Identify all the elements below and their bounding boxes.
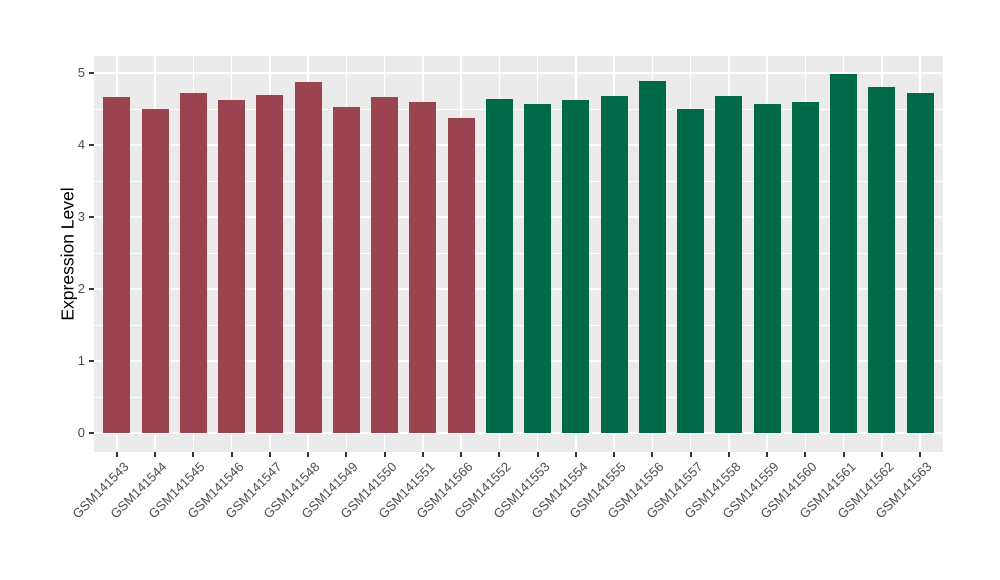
bar-GSM141546 <box>218 99 246 433</box>
bar-GSM141552 <box>485 98 513 433</box>
x-axis-tick <box>804 452 807 457</box>
bar-GSM141558 <box>715 96 743 433</box>
y-tick-label: 5 <box>77 65 85 80</box>
bar-GSM141547 <box>256 94 284 433</box>
y-axis-tick <box>89 288 94 290</box>
x-axis-tick <box>842 452 845 457</box>
y-axis-title: Expression Level <box>57 187 78 321</box>
bar-GSM141549 <box>332 106 360 433</box>
gridline-major-horizontal <box>94 72 943 74</box>
x-axis-tick <box>613 452 616 457</box>
gridline-major-horizontal <box>94 432 943 434</box>
bar-GSM141545 <box>179 93 207 433</box>
bar-GSM141561 <box>830 74 858 433</box>
y-axis-tick <box>89 432 94 434</box>
x-axis-tick <box>307 452 310 457</box>
gridline-major-horizontal <box>94 360 943 362</box>
x-axis-tick <box>880 452 883 457</box>
bar-GSM141566 <box>447 117 475 433</box>
gridline-minor-horizontal <box>94 252 943 254</box>
x-axis-tick <box>689 452 692 457</box>
x-axis-tick <box>345 452 348 457</box>
x-axis-tick <box>536 452 539 457</box>
bar-GSM141548 <box>294 81 322 433</box>
bar-GSM141543 <box>103 97 131 433</box>
y-axis-tick <box>89 360 94 362</box>
x-axis-tick <box>919 452 922 457</box>
y-tick-label: 1 <box>77 353 85 368</box>
y-tick-label: 0 <box>77 425 85 440</box>
x-axis-tick <box>651 452 654 457</box>
x-axis-tick <box>766 452 769 457</box>
x-axis-tick <box>460 452 463 457</box>
gridline-major-horizontal <box>94 288 943 290</box>
gridline-major-horizontal <box>94 216 943 218</box>
bar-GSM141544 <box>141 109 169 433</box>
y-tick-label: 4 <box>77 137 85 152</box>
bar-GSM141557 <box>677 109 705 433</box>
bar-GSM141562 <box>868 86 896 433</box>
bar-GSM141551 <box>409 101 437 433</box>
gridline-minor-horizontal <box>94 108 943 110</box>
x-axis-tick <box>115 452 118 457</box>
x-axis-tick <box>383 452 386 457</box>
bar-GSM141550 <box>371 97 399 433</box>
y-tick-label: 3 <box>77 209 85 224</box>
y-axis-tick <box>89 144 94 146</box>
bar-GSM141553 <box>524 103 552 433</box>
bar-GSM141560 <box>791 101 819 433</box>
y-axis-tick <box>89 216 94 218</box>
plot-panel <box>94 56 943 452</box>
x-axis-tick <box>574 452 577 457</box>
x-axis-tick <box>268 452 271 457</box>
x-axis-tick <box>421 452 424 457</box>
x-axis-tick <box>498 452 501 457</box>
y-axis-tick <box>89 72 94 74</box>
x-axis-tick <box>727 452 730 457</box>
bar-GSM141555 <box>600 96 628 433</box>
y-tick-label: 2 <box>77 281 85 296</box>
x-axis-tick <box>230 452 233 457</box>
gridline-major-horizontal <box>94 144 943 146</box>
gridline-minor-horizontal <box>94 324 943 326</box>
x-axis-tick <box>154 452 157 457</box>
bar-GSM141554 <box>562 99 590 433</box>
gridline-minor-horizontal <box>94 396 943 398</box>
bar-GSM141563 <box>906 93 934 433</box>
bar-GSM141559 <box>753 103 781 433</box>
gridline-minor-horizontal <box>94 180 943 182</box>
bar-GSM141556 <box>638 80 666 433</box>
x-axis-tick <box>192 452 195 457</box>
